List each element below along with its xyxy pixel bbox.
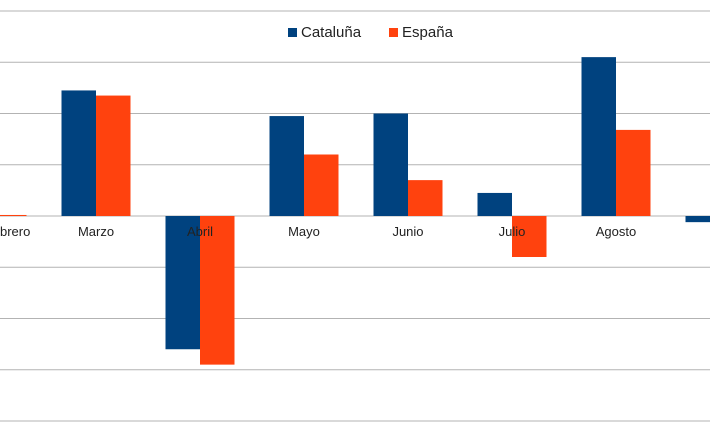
bar-cataluna-septiembre [685, 216, 710, 223]
category-label-abril: Abril [187, 224, 213, 239]
bars [0, 57, 710, 365]
category-label-febrero: brero [0, 224, 30, 239]
bar-espana-julio [512, 216, 547, 257]
bar-espana-junio [408, 180, 443, 216]
bar-cataluna-mayo [269, 116, 304, 216]
legend-swatch-espana [389, 28, 399, 37]
bar-espana-febrero [0, 214, 27, 216]
bar-espana-mayo [304, 154, 339, 216]
category-labels: breroMarzoAbrilMayoJunioJulioAgostoS [0, 224, 636, 239]
category-label-mayo: Mayo [288, 224, 320, 239]
legend-label-espana: España [402, 24, 453, 41]
legend: Cataluña España [288, 24, 453, 41]
category-label-marzo: Marzo [78, 224, 114, 239]
bar-cataluna-agosto [581, 57, 616, 216]
bar-cataluna-junio [373, 113, 408, 216]
category-label-agosto: Agosto [596, 224, 636, 239]
bar-cataluna-abril [165, 216, 200, 350]
category-label-julio: Julio [499, 224, 526, 239]
legend-swatch-cataluna [288, 28, 297, 37]
category-label-junio: Junio [392, 224, 423, 239]
bar-cataluna-julio [477, 192, 512, 216]
legend-item-espana: España [389, 24, 453, 41]
bar-cataluna-marzo [61, 90, 96, 216]
bar-espana-abril [200, 216, 235, 365]
bar-espana-marzo [96, 95, 131, 216]
bar-espana-agosto [616, 129, 651, 216]
legend-label-cataluna: Cataluña [301, 24, 362, 41]
legend-item-cataluna: Cataluña [288, 24, 361, 41]
